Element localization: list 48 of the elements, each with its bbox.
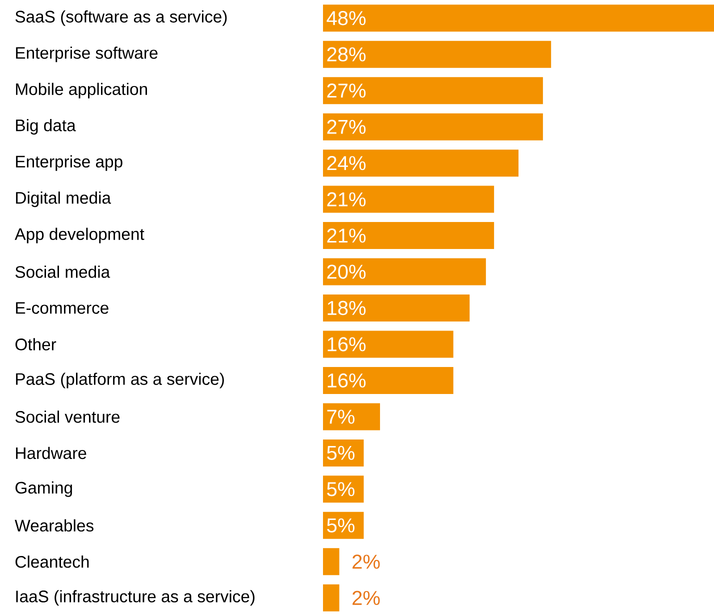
y-tick-label: Other bbox=[15, 338, 56, 350]
bar bbox=[323, 403, 380, 430]
data-label: 7% bbox=[327, 410, 354, 424]
data-label: 5% bbox=[327, 518, 354, 532]
data-label: 21% bbox=[327, 228, 366, 243]
y-tick-label: Wearables bbox=[14, 519, 94, 532]
y-tick-label: Hardware bbox=[16, 446, 86, 460]
data-label: 24% bbox=[327, 156, 366, 170]
y-tick-label: Enterprise software bbox=[16, 46, 158, 62]
bar bbox=[323, 222, 494, 250]
bar bbox=[323, 40, 552, 68]
data-label: 21% bbox=[327, 192, 366, 206]
y-tick-label: App development bbox=[14, 228, 144, 244]
bar bbox=[323, 330, 454, 358]
bar bbox=[323, 4, 714, 32]
bar bbox=[323, 548, 340, 576]
y-tick-label: PaaS (platform as a service) bbox=[16, 372, 224, 388]
y-tick-label: Social venture bbox=[15, 410, 120, 423]
data-label: 5% bbox=[327, 446, 354, 460]
bar bbox=[323, 258, 486, 286]
bar bbox=[323, 294, 470, 322]
y-tick-label: Enterprise app bbox=[16, 155, 122, 171]
bar bbox=[323, 584, 340, 612]
bar bbox=[323, 77, 543, 104]
y-tick-label: Cleantech bbox=[16, 556, 89, 568]
data-label: 16% bbox=[328, 337, 366, 352]
y-tick-label: IaaS (infrastructure as a service) bbox=[16, 590, 254, 606]
data-label: 16% bbox=[328, 373, 366, 388]
bar bbox=[323, 186, 494, 213]
bar bbox=[323, 366, 454, 394]
y-tick-label: Mobile application bbox=[16, 82, 147, 98]
data-label: 5% bbox=[327, 482, 354, 496]
y-tick-label: Digital media bbox=[16, 192, 111, 208]
data-label: 18% bbox=[328, 300, 366, 316]
data-label: 28% bbox=[327, 47, 366, 62]
y-tick-label: Gaming bbox=[16, 481, 72, 497]
data-label: 27% bbox=[327, 84, 366, 98]
bar bbox=[323, 150, 518, 177]
y-tick-label: E-commerce bbox=[16, 302, 108, 314]
data-label: 27% bbox=[327, 120, 366, 134]
data-label: 48% bbox=[326, 11, 366, 26]
data-label: 20% bbox=[327, 264, 366, 279]
y-tick-label: SaaS (software as a service) bbox=[15, 10, 227, 26]
y-tick-label: Social media bbox=[15, 266, 110, 278]
y-tick-label: Big data bbox=[16, 119, 76, 135]
data-label: 2% bbox=[352, 554, 380, 569]
data-label: 2% bbox=[352, 590, 380, 605]
bar bbox=[323, 113, 543, 140]
